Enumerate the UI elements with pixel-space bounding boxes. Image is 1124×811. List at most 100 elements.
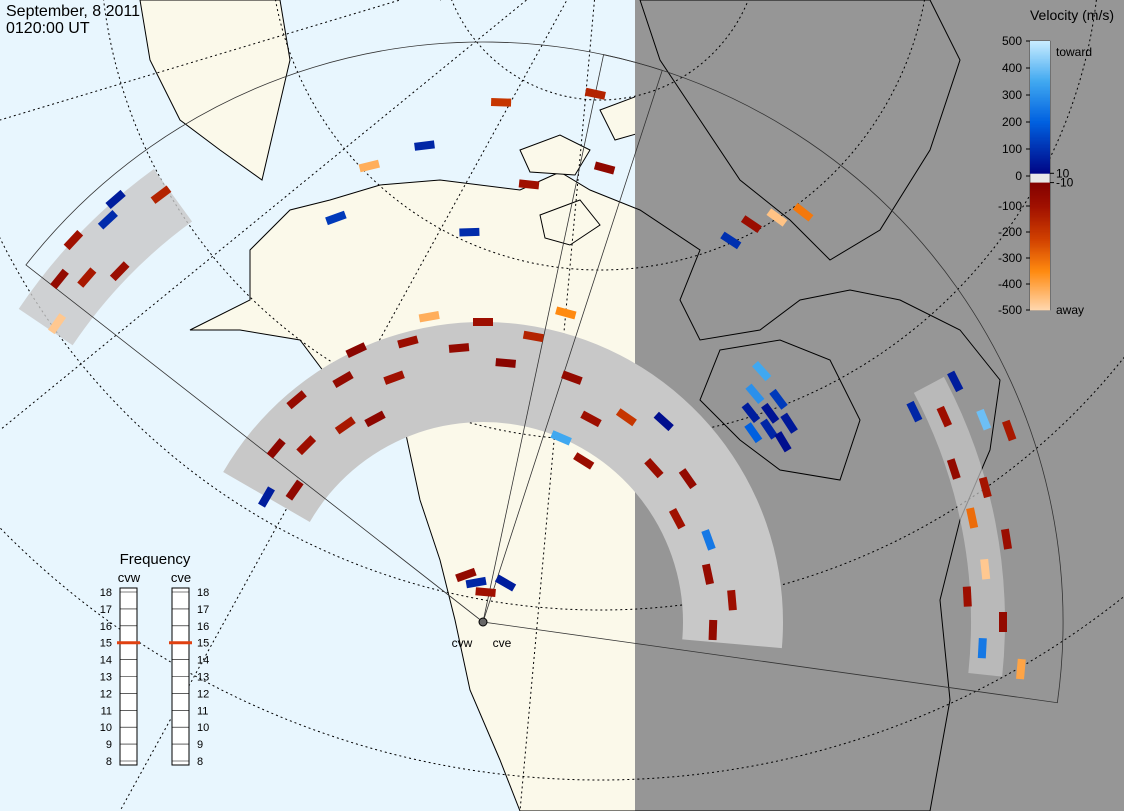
colorbar-step <box>1030 302 1050 304</box>
colorbar-step <box>1030 95 1050 97</box>
velocity-cell <box>332 371 354 388</box>
velocity-cell <box>701 529 716 551</box>
colorbar-step <box>1030 116 1050 119</box>
colorbar-step <box>1030 108 1050 111</box>
colorbar-step <box>1030 285 1050 287</box>
colorbar-step <box>1030 165 1050 167</box>
velocity-cell <box>345 342 367 358</box>
velocity-cell <box>615 408 637 427</box>
colorbar-step <box>1030 286 1050 289</box>
colorbar-step <box>1030 263 1050 265</box>
colorbar-step <box>1030 100 1050 103</box>
colorbar-step <box>1030 220 1050 222</box>
colorbar-step <box>1030 55 1050 58</box>
colorbar-step <box>1030 155 1050 158</box>
colorbar-step <box>1030 73 1050 76</box>
colorbar-step <box>1030 50 1050 53</box>
colorbar-step <box>1030 265 1050 268</box>
colorbar-step <box>1030 43 1050 46</box>
velocity-cell <box>418 311 440 323</box>
colorbar-step <box>1030 109 1050 112</box>
colorbar-step <box>1030 245 1050 247</box>
fan-outline <box>25 41 663 623</box>
velocity-cell <box>761 402 780 424</box>
colorbar-step <box>1030 255 1050 258</box>
colorbar-step <box>1030 163 1050 166</box>
colorbar-step <box>1030 185 1050 187</box>
frequency-tick-label: 9 <box>106 739 112 751</box>
colorbar-step <box>1030 76 1050 78</box>
velocity-cell <box>976 408 992 431</box>
colorbar-step <box>1030 274 1050 277</box>
colorbar-step <box>1030 161 1050 163</box>
colorbar-step <box>1030 59 1050 62</box>
colorbar-step <box>1030 267 1050 269</box>
colorbar-step <box>1030 239 1050 242</box>
colorbar-step <box>1030 219 1050 221</box>
colorbar-tick-label: 0 <box>1015 169 1022 183</box>
velocity-cell <box>473 318 493 326</box>
colorbar-tick-label: -300 <box>998 251 1022 265</box>
velocity-cell <box>455 567 477 583</box>
frequency-tick-label: 17 <box>197 604 209 616</box>
radar-site-label: cve <box>493 636 512 650</box>
colorbar-step <box>1030 58 1050 61</box>
colorbar-step <box>1030 300 1050 303</box>
frequency-tick-label: 11 <box>101 705 112 717</box>
colorbar-step <box>1030 104 1050 107</box>
colorbar-step <box>1030 72 1050 74</box>
colorbar-step <box>1030 234 1050 237</box>
velocity-cell <box>774 431 792 453</box>
colorbar-step <box>1030 122 1050 124</box>
colorbar-step <box>1030 228 1050 230</box>
colorbar-step <box>1030 306 1050 308</box>
velocity-cell <box>702 563 714 585</box>
colorbar-step <box>1030 269 1050 272</box>
colorbar-step <box>1030 187 1050 190</box>
velocity-cell <box>414 140 435 151</box>
colorbar-step <box>1030 170 1050 173</box>
velocity-cell <box>766 208 788 227</box>
colorbar-step <box>1030 237 1050 239</box>
colorbar-step <box>1030 196 1050 199</box>
colorbar-step <box>1030 107 1050 109</box>
frequency-tick-label: 12 <box>197 688 209 700</box>
velocity-cell <box>644 457 664 479</box>
velocity-cell <box>720 231 742 250</box>
velocity-cell <box>780 412 798 434</box>
ground-scatter-band <box>18 168 193 346</box>
colorbar-step <box>1030 111 1050 113</box>
colorbar-step <box>1030 150 1050 153</box>
island <box>539 199 601 246</box>
colorbar-step <box>1030 242 1050 245</box>
colorbar-step <box>1030 142 1050 144</box>
velocity-cell <box>978 476 992 499</box>
velocity-cell <box>448 343 470 353</box>
colorbar-step <box>1030 222 1050 225</box>
frequency-tick-label: 8 <box>106 756 112 768</box>
colorbar-step <box>1030 127 1050 130</box>
frequency-tick-label: 10 <box>197 722 209 734</box>
colorbar-step <box>1030 208 1050 211</box>
colorbar-step <box>1030 80 1050 82</box>
colorbar-step <box>1030 117 1050 120</box>
colorbar-step <box>1030 120 1050 123</box>
colorbar-step <box>1030 251 1050 254</box>
colorbar-step <box>1030 51 1050 54</box>
colorbar-step <box>1030 47 1050 50</box>
velocity-cell <box>50 268 69 290</box>
toward-label: toward <box>1056 45 1092 59</box>
velocity-cell <box>475 587 496 597</box>
night-region <box>635 0 1124 811</box>
colorbar-step <box>1030 69 1050 72</box>
velocity-cell <box>962 586 972 607</box>
colorbar-step <box>1030 203 1050 206</box>
ground-scatter-band <box>913 376 1005 677</box>
velocity-cell <box>708 619 718 641</box>
colorbar-step <box>1030 77 1050 80</box>
velocity-cell <box>573 452 595 470</box>
colorbar-step <box>1030 140 1050 143</box>
colorbar-step <box>1030 250 1050 252</box>
velocity-cell <box>325 210 347 226</box>
